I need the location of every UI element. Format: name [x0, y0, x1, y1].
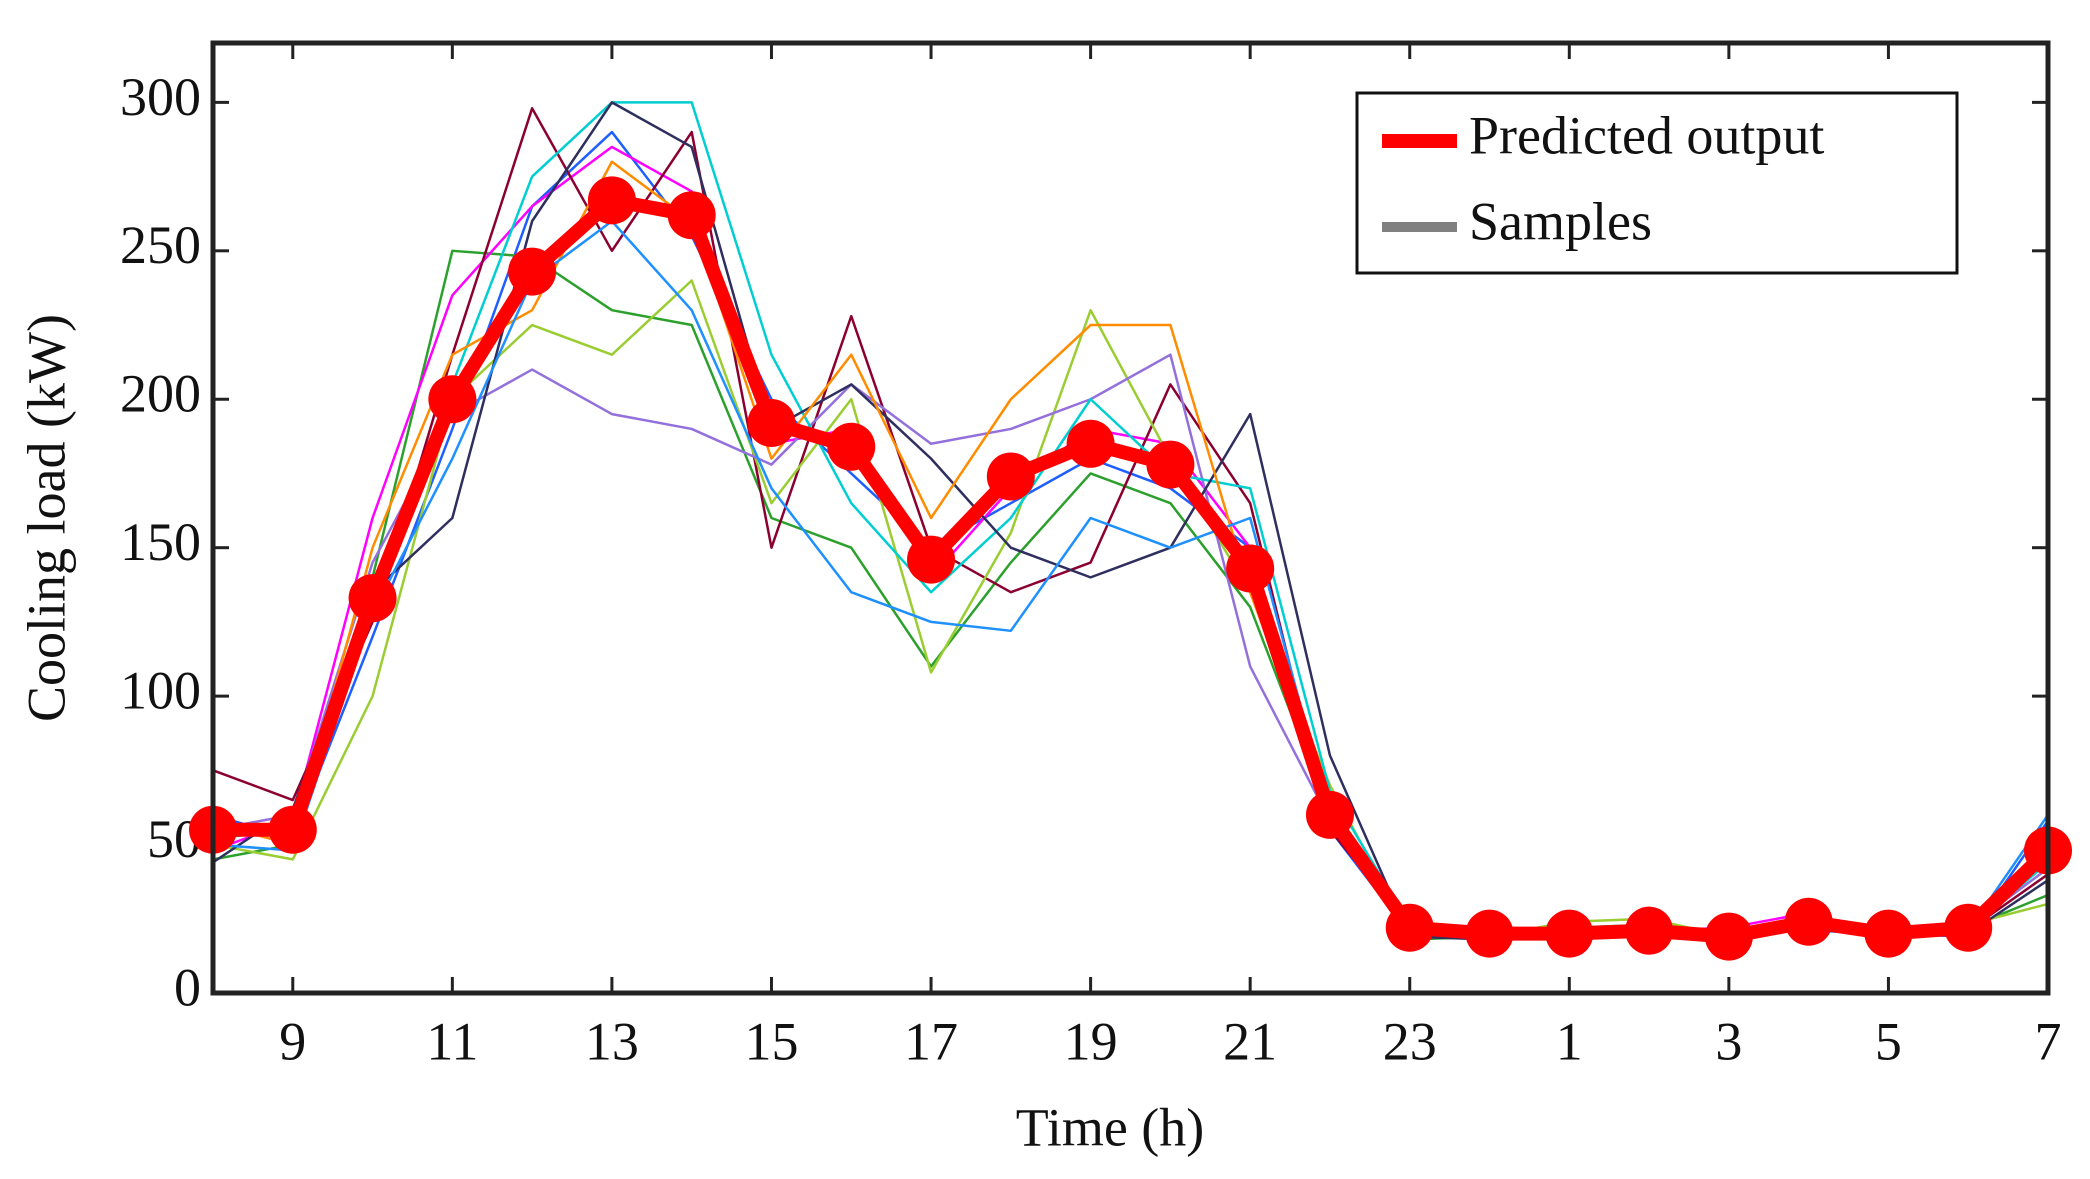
- x-tick-label: 7: [2035, 1011, 2062, 1071]
- y-tick-label: 150: [120, 512, 201, 572]
- x-tick-label: 15: [744, 1011, 798, 1071]
- x-tick-label: 23: [1383, 1011, 1437, 1071]
- x-tick-label: 11: [426, 1011, 478, 1071]
- predicted-marker: [348, 574, 397, 623]
- predicted-marker: [1385, 903, 1434, 952]
- x-tick-label: 19: [1064, 1011, 1118, 1071]
- predicted-marker: [1864, 909, 1913, 958]
- x-tick-label: 5: [1875, 1011, 1902, 1071]
- x-tick-label: 1: [1556, 1011, 1583, 1071]
- axes-frame: [210, 40, 2051, 996]
- predicted-marker: [667, 191, 716, 240]
- predicted-marker: [1704, 912, 1753, 961]
- predicted-marker: [587, 176, 636, 225]
- x-tick-label: 21: [1223, 1011, 1277, 1071]
- x-tick-label: 3: [1715, 1011, 1742, 1071]
- y-tick-label: 200: [120, 364, 201, 424]
- x-tick-label: 9: [279, 1011, 306, 1071]
- y-tick-label: 250: [120, 215, 201, 275]
- predicted-marker: [1944, 903, 1993, 952]
- y-tick-label: 300: [120, 67, 201, 127]
- legend-box: [1355, 91, 1959, 275]
- predicted-line: [213, 193, 2053, 944]
- y-axis-label: Cooling load (kW): [16, 314, 76, 722]
- y-tick-label: 100: [120, 661, 201, 721]
- x-tick-label: 13: [585, 1011, 639, 1071]
- legend-label: Samples: [1469, 191, 1652, 251]
- sample-line: [212, 160, 2049, 935]
- predicted-marker: [747, 399, 796, 447]
- predicted-marker: [1226, 544, 1275, 593]
- predicted-marker: [1465, 909, 1514, 958]
- predicted-marker: [428, 375, 477, 424]
- predicted-marker: [907, 535, 956, 584]
- predicted-marker: [1545, 909, 1594, 958]
- predicted-marker: [827, 422, 876, 471]
- plot-area: [189, 101, 2072, 961]
- predicted-marker: [1146, 440, 1195, 489]
- y-tick-label: 0: [174, 957, 201, 1017]
- predicted-marker: [1066, 419, 1115, 468]
- predicted-marker: [508, 247, 557, 296]
- sample-line: [212, 353, 2049, 935]
- predicted-marker: [268, 805, 317, 854]
- legend-label: Predicted output: [1469, 105, 1824, 165]
- x-tick-label: 17: [904, 1011, 958, 1071]
- predicted-marker: [1784, 897, 1833, 946]
- predicted-marker: [986, 452, 1035, 501]
- predicted-marker: [1305, 790, 1354, 839]
- x-axis-label: Time (h): [1016, 1097, 1205, 1157]
- predicted-marker: [1625, 906, 1674, 955]
